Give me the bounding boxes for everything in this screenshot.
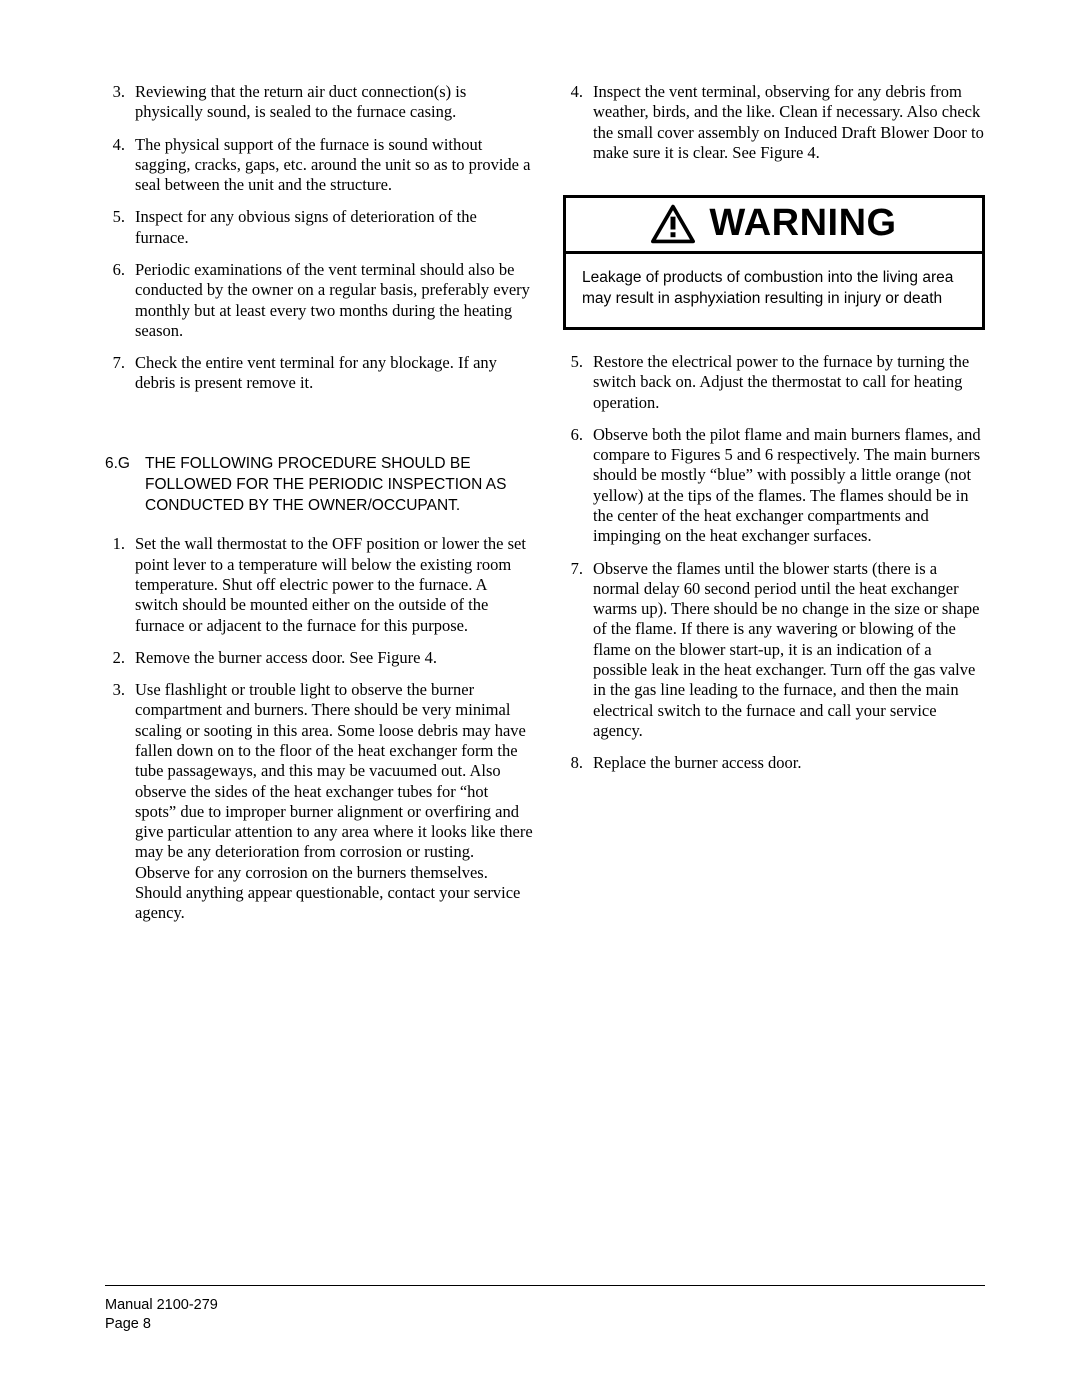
list-item-text: Inspect for any obvious signs of deterio… xyxy=(135,207,533,248)
list-item-marker: 5. xyxy=(105,207,135,248)
list-item: 3.Reviewing that the return air duct con… xyxy=(105,82,533,123)
list-item-marker: 1. xyxy=(105,534,135,635)
list-item-text: Observe the flames until the blower star… xyxy=(593,559,985,742)
list-item-text: Inspect the vent terminal, observing for… xyxy=(593,82,985,163)
list-item: 8.Replace the burner access door. xyxy=(563,753,985,773)
list-item-marker: 4. xyxy=(563,82,593,163)
section-number: 6.G xyxy=(105,454,145,517)
left-list-b: 1.Set the wall thermostat to the OFF pos… xyxy=(105,534,533,923)
left-list-a: 3.Reviewing that the return air duct con… xyxy=(105,82,533,394)
list-item-marker: 7. xyxy=(105,353,135,394)
list-item: 4.Inspect the vent terminal, observing f… xyxy=(563,82,985,163)
left-column: 3.Reviewing that the return air duct con… xyxy=(105,82,533,935)
list-item-marker: 3. xyxy=(105,680,135,923)
list-item-text: The physical support of the furnace is s… xyxy=(135,135,533,196)
list-item: 7.Observe the flames until the blower st… xyxy=(563,559,985,742)
list-item: 5.Inspect for any obvious signs of deter… xyxy=(105,207,533,248)
list-item-marker: 3. xyxy=(105,82,135,123)
list-item-marker: 7. xyxy=(563,559,593,742)
right-list-a: 4.Inspect the vent terminal, observing f… xyxy=(563,82,985,163)
list-item-text: Observe both the pilot flame and main bu… xyxy=(593,425,985,547)
list-item-marker: 4. xyxy=(105,135,135,196)
list-item: 6.Periodic examinations of the vent term… xyxy=(105,260,533,341)
footer-manual: Manual 2100-279 xyxy=(105,1296,985,1316)
list-item-text: Remove the burner access door. See Figur… xyxy=(135,648,533,668)
footer-page: Page 8 xyxy=(105,1315,985,1335)
list-item-text: Check the entire vent terminal for any b… xyxy=(135,353,533,394)
warning-triangle-icon xyxy=(651,204,695,244)
list-item: 5.Restore the electrical power to the fu… xyxy=(563,352,985,413)
list-item-marker: 6. xyxy=(105,260,135,341)
warning-title: WARNING xyxy=(709,202,896,245)
list-item: 2.Remove the burner access door. See Fig… xyxy=(105,648,533,668)
list-item-marker: 5. xyxy=(563,352,593,413)
warning-body: Leakage of products of combustion into t… xyxy=(566,254,982,327)
page-footer: Manual 2100-279 Page 8 xyxy=(105,1285,985,1335)
list-item: 6.Observe both the pilot flame and main … xyxy=(563,425,985,547)
list-item: 7.Check the entire vent terminal for any… xyxy=(105,353,533,394)
list-item-text: Periodic examinations of the vent termin… xyxy=(135,260,533,341)
page-content: 3.Reviewing that the return air duct con… xyxy=(0,0,1080,995)
right-column: 4.Inspect the vent terminal, observing f… xyxy=(563,82,985,935)
list-item-marker: 6. xyxy=(563,425,593,547)
list-item: 3.Use flashlight or trouble light to obs… xyxy=(105,680,533,923)
section-title: THE FOLLOWING PROCEDURE SHOULD BE FOLLOW… xyxy=(145,454,533,517)
right-list-b: 5.Restore the electrical power to the fu… xyxy=(563,352,985,773)
list-item-marker: 8. xyxy=(563,753,593,773)
list-item-text: Set the wall thermostat to the OFF posit… xyxy=(135,534,533,635)
list-item: 4.The physical support of the furnace is… xyxy=(105,135,533,196)
warning-box: WARNING Leakage of products of combustio… xyxy=(563,195,985,330)
list-item-text: Replace the burner access door. xyxy=(593,753,985,773)
warning-header: WARNING xyxy=(566,198,982,254)
list-item: 1.Set the wall thermostat to the OFF pos… xyxy=(105,534,533,635)
list-item-text: Reviewing that the return air duct conne… xyxy=(135,82,533,123)
section-heading: 6.G THE FOLLOWING PROCEDURE SHOULD BE FO… xyxy=(105,454,533,517)
list-item-marker: 2. xyxy=(105,648,135,668)
list-item-text: Restore the electrical power to the furn… xyxy=(593,352,985,413)
list-item-text: Use flashlight or trouble light to obser… xyxy=(135,680,533,923)
